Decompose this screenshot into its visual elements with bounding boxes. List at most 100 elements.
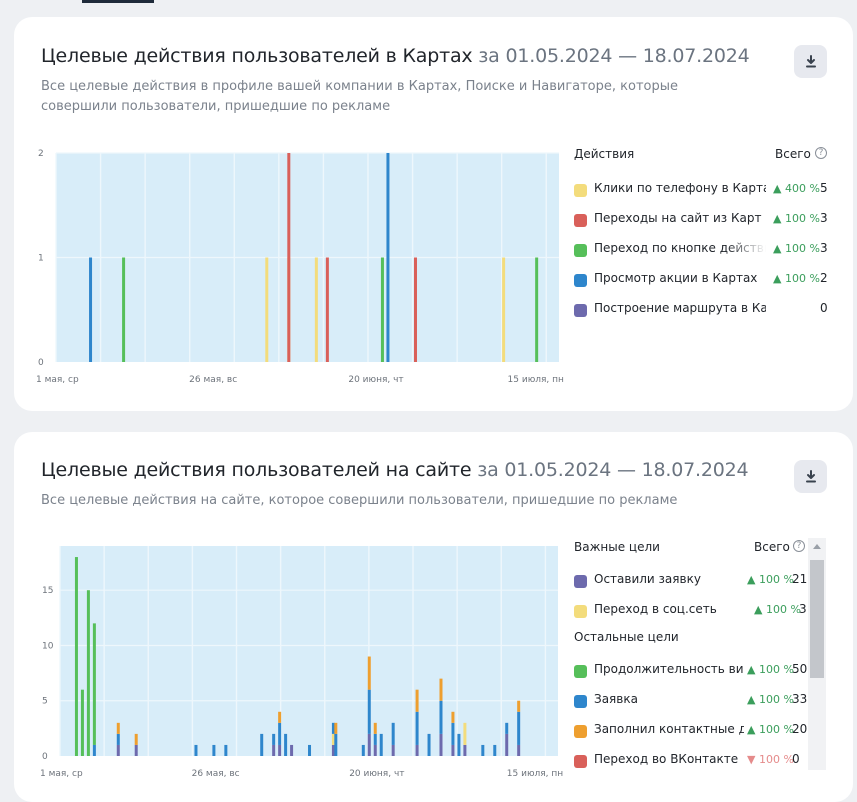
legend-item-site-clicks[interactable]: Переходы на сайт из Карт ▲ 100 % 3 [574,205,834,235]
bar-segment [517,744,521,756]
bar-segment [451,744,455,756]
bar-segment [463,744,467,756]
site-actions-chart: 0 5 10 15 1 мая, ср 26 мая, вс 20 июня, чт 15 и… [40,546,564,779]
plot-area [60,546,558,756]
legend-item-route[interactable]: Построение маршрута в Картах 0 [574,295,834,325]
x-tick-label: 15 июля, пн [507,769,564,779]
bar-segment [212,744,216,756]
legend-item-change: ▼ 100 % [747,753,794,766]
legend-item-change: ▲ 100 % [747,573,794,586]
x-tick-label: 1 мая, ср [40,769,83,779]
legend-item-request[interactable]: Заявка ▲ 100 % 33 [574,686,822,716]
legend-checkbox[interactable] [574,665,587,678]
bar [89,257,93,362]
legend-item-action-button[interactable]: Переход по кнопке действия из Карт ▲ 100… [574,235,834,265]
x-tick-label: 15 июля, пн [508,375,565,385]
bar [265,257,269,362]
legend-checkbox[interactable] [574,184,587,197]
legend-item-value: 3 [799,602,807,616]
bar-segment [451,711,455,723]
legend-item-value: 5 [820,181,828,195]
scroll-up-arrow-icon[interactable] [813,544,821,549]
bar-segment [373,744,377,756]
legend-checkbox[interactable] [574,244,587,257]
legend-item-change: ▲ 100 % [754,603,801,616]
site-card-period: за 01.05.2024 — 18.07.2024 [477,459,749,481]
legend-item-label: Заполнил контактные данные [594,722,744,736]
legend-item-social[interactable]: Переход в соц.сеть ▲ 100 % 3 [574,596,822,626]
x-tick-label: 26 мая, вс [189,375,237,385]
legend-checkbox[interactable] [574,695,587,708]
legend-item-label: Продолжительность визита [594,662,744,676]
bar [314,257,318,362]
bar-segment [457,733,461,756]
site-download-button[interactable] [794,460,827,493]
bar-segment [367,733,371,756]
x-tick-label: 20 июня, чт [349,769,404,779]
legend-checkbox[interactable] [574,575,587,588]
bar-segment [391,744,395,756]
bar-segment [373,722,377,734]
legend-checkbox[interactable] [574,755,587,768]
scrollbar-thumb[interactable] [810,560,824,678]
bar-segment [505,722,509,734]
other-goals-label: Остальные цели [574,630,679,644]
legend-item-contact-data[interactable]: Заполнил контактные данные ▲ 100 % 20 [574,716,822,746]
bar-segment [224,744,228,756]
legend-item-phone-clicks[interactable]: Клики по телефону в Картах ▲ 400 % 5 [574,175,834,205]
site-legend-header-total: Всего [754,540,790,554]
maps-card-title: Целевые действия пользователей в Картах … [41,45,750,67]
help-icon[interactable]: ? [815,147,827,159]
download-icon [805,470,816,483]
legend-item-value: 2 [820,271,828,285]
legend-checkbox[interactable] [574,274,587,287]
legend-checkbox[interactable] [574,304,587,317]
bar-segment [493,744,497,756]
help-icon[interactable]: ? [793,540,805,552]
maps-legend-header-total: Всего [775,147,811,161]
legend-item-visit-duration[interactable]: Продолжительность визита ▲ 100 % 50 [574,656,822,686]
legend-item-vk[interactable]: Переход во ВКонтакте ▼ 100 % 0 [574,746,822,768]
legend-item-promo-view[interactable]: Просмотр акции в Картах ▲ 100 % 2 [574,265,834,295]
legend-item-left-request[interactable]: Оставили заявку ▲ 100 % 21 [574,566,822,596]
bar-segment [331,733,335,745]
legend-item-value: 20 [792,722,808,736]
legend-scrollbar[interactable] [808,538,826,770]
bar [502,257,506,362]
legend-checkbox[interactable] [574,725,587,738]
site-legend-header: Важные цели Всего ? [574,538,822,558]
legend-checkbox[interactable] [574,214,587,227]
legend-item-value: 0 [820,301,828,315]
maps-legend: Действия Всего ? Клики по телефону в Кар… [574,145,834,325]
bar-segment [439,700,443,734]
maps-legend-header: Действия Всего ? [574,145,834,165]
bar-segment [463,722,467,745]
bar-segment [278,711,282,723]
y-tick-label: 1 [38,254,44,264]
bar-segment [278,744,282,756]
active-tab-underline [82,0,154,3]
bar [287,153,291,362]
bar-segment [194,744,198,756]
bar-segment [451,722,455,745]
maps-download-button[interactable] [794,45,827,78]
bar-segment [415,711,419,745]
legend-checkbox[interactable] [574,605,587,618]
bar-segment [517,700,521,712]
bar-segment [334,722,338,734]
site-legend-header-name: Важные цели [574,540,660,554]
bar-segment [134,733,138,745]
legend-item-change: ▲ 400 % [773,182,820,195]
bar-segment [290,744,294,756]
bar-segment [427,733,431,756]
legend-item-value: 3 [820,211,828,225]
legend-item-change: ▲ 100 % [747,723,794,736]
legend-item-value: 3 [820,241,828,255]
legend-item-value: 33 [792,692,808,706]
bar-segment [116,722,120,734]
bar-segment [439,678,443,701]
legend-item-label: Клики по телефону в Картах [594,181,766,195]
bar [122,257,126,362]
bar-segment [439,733,443,756]
legend-item-label: Переход по кнопке действия из Карт [594,241,766,255]
